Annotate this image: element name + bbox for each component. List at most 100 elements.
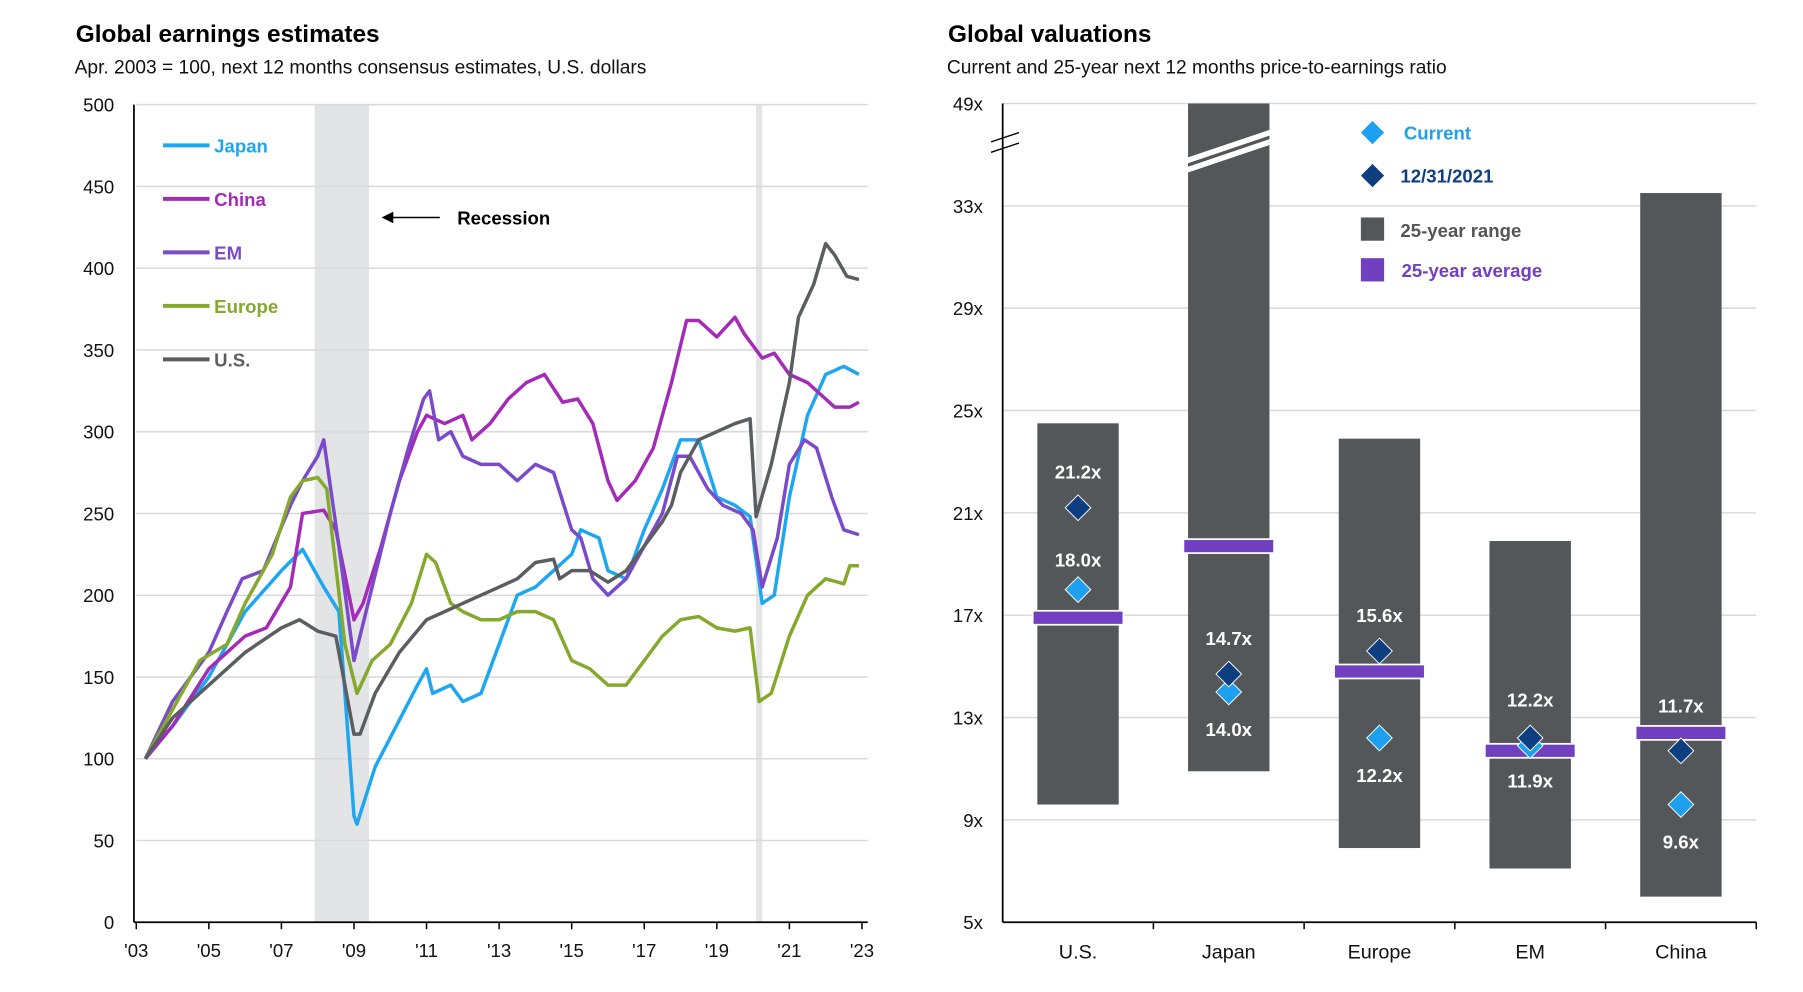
range-bar (1188, 103, 1270, 772)
y-tick-label: 17x (953, 605, 984, 626)
average-marker (1333, 663, 1426, 680)
y-tick-label: 50 (93, 830, 114, 851)
legend: Current 12/31/2021 25-year range 25-year av… (1360, 120, 1543, 282)
series-lines (143, 241, 860, 826)
category-group-us: 18.0x 21.2x (1031, 423, 1125, 805)
axes: 0 50 100 150 200 250 300 350 400 450 500 '03 '05 '07 '… (83, 95, 874, 961)
axes: 5x 9x 13x 17x 21x 25x 29x 33x 49x U.S. Japan Europe… (953, 93, 1758, 963)
dec2021-diamond (1516, 724, 1544, 752)
y-tick-label: 350 (83, 340, 114, 361)
earnings-chart-title: Global earnings estimates (76, 21, 380, 48)
axis-break-mark (990, 131, 1020, 143)
legend-label: Europe (214, 296, 278, 317)
legend-label: Japan (214, 135, 268, 156)
range-bars: 18.0x 21.2x 14.0x 14.7x 12.2x 15.6x 11.9x 12.2x… (1031, 103, 1728, 897)
legend-dec2021-label: 12/31/2021 (1400, 166, 1493, 187)
legend-current-label: Current (1404, 123, 1471, 144)
y-tick-label: 450 (83, 176, 114, 197)
x-tick-label: '19 (705, 940, 729, 961)
legend-dec2021-diamond (1360, 163, 1385, 188)
x-tick-label: '11 (415, 940, 438, 961)
series-line-europe (143, 475, 859, 760)
y-tick-label: 100 (83, 749, 114, 770)
legend-average-label: 25-year average (1402, 260, 1543, 281)
valuations-chart-title: Global valuations (948, 21, 1151, 48)
x-tick-label: '17 (632, 940, 656, 961)
current-diamond (1215, 678, 1243, 706)
y-tick-label: 400 (83, 258, 114, 279)
current-value-label: 14.0x (1205, 719, 1252, 740)
earnings-chart-subtitle: Apr. 2003 = 100, next 12 months consensu… (75, 57, 647, 78)
axis-break-slash (1185, 129, 1272, 164)
category-group-europe: 12.2x 15.6x (1333, 438, 1426, 849)
average-marker (1182, 538, 1275, 554)
y-tick-label: 5x (963, 912, 983, 933)
arrowhead-icon (381, 211, 394, 224)
y-tick-label: 25x (953, 401, 984, 422)
category-group-japan: 14.0x 14.7x (1182, 103, 1275, 772)
y-tick-label: 500 (83, 95, 114, 116)
range-bar (1640, 193, 1722, 897)
legend-label: U.S. (214, 349, 250, 370)
dec2021-value-label: 21.2x (1055, 462, 1102, 483)
x-tick-label: '07 (269, 940, 293, 961)
dec2021-value-label: 14.7x (1205, 628, 1252, 649)
earnings-chart: Global earnings estimates Apr. 2003 = 10… (75, 21, 874, 961)
axis-break-slash (1185, 138, 1272, 174)
series-line-us (143, 241, 860, 760)
category-label: Japan (1202, 941, 1256, 963)
gridlines (136, 103, 868, 842)
y-tick-label: 150 (83, 667, 114, 688)
y-tick-label: 250 (83, 503, 114, 524)
valuations-chart-subtitle: Current and 25-year next 12 months price… (947, 57, 1447, 78)
x-tick-label: '15 (560, 940, 584, 961)
y-tick-label: 29x (953, 298, 984, 319)
x-tick-label: '23 (850, 940, 874, 961)
dec2021-value-label: 15.6x (1356, 605, 1403, 626)
dec2021-value-label: 11.7x (1658, 695, 1704, 716)
recession-annotation: Recession (381, 207, 550, 228)
dec2021-diamond (1064, 494, 1092, 522)
recession-label: Recession (457, 207, 550, 228)
range-bar (1489, 541, 1571, 869)
category-group-em: 11.9x 12.2x (1483, 541, 1577, 869)
series-line-em (143, 389, 860, 760)
y-tick-label: 9x (963, 810, 983, 831)
y-tick-label: 13x (953, 708, 984, 729)
dec2021-diamond (1215, 660, 1243, 688)
series-line-china (144, 315, 860, 760)
legend-range-label: 25-year range (1400, 220, 1521, 241)
x-tick-label: '13 (487, 940, 511, 961)
y-tick-label: 33x (953, 196, 984, 217)
y-tick-label: 200 (83, 585, 114, 606)
legend-current-diamond (1360, 120, 1385, 145)
legend-range-swatch (1360, 217, 1385, 241)
legend-average-swatch (1360, 258, 1385, 282)
y-tick-label: 0 (104, 912, 114, 933)
x-tick-label: '09 (342, 940, 366, 961)
average-marker (1031, 609, 1125, 626)
axis-break-mark (990, 142, 1020, 154)
current-diamond (1064, 576, 1092, 604)
category-group-china: 9.6x 11.7x (1634, 193, 1728, 897)
dec2021-diamond (1366, 637, 1393, 665)
category-label: China (1655, 941, 1707, 963)
dec2021-value-label: 12.2x (1507, 690, 1554, 711)
current-value-label: 18.0x (1055, 549, 1102, 570)
legend-label: China (214, 189, 266, 210)
x-tick-label: '21 (777, 940, 801, 961)
category-label: EM (1515, 941, 1545, 963)
category-label: Europe (1348, 941, 1412, 963)
valuations-chart: Global valuations Current and 25-year ne… (947, 21, 1758, 963)
legend-label: EM (214, 242, 242, 263)
current-value-label: 12.2x (1356, 765, 1403, 786)
y-tick-label: 49x (953, 93, 984, 114)
y-tick-label: 300 (83, 422, 114, 443)
x-tick-label: '03 (124, 940, 148, 961)
current-value-label: 9.6x (1663, 832, 1700, 853)
current-diamond (1366, 724, 1393, 752)
dec2021-diamond (1667, 737, 1695, 765)
x-tick-label: '05 (197, 940, 221, 961)
y-tick-label: 21x (953, 503, 984, 524)
